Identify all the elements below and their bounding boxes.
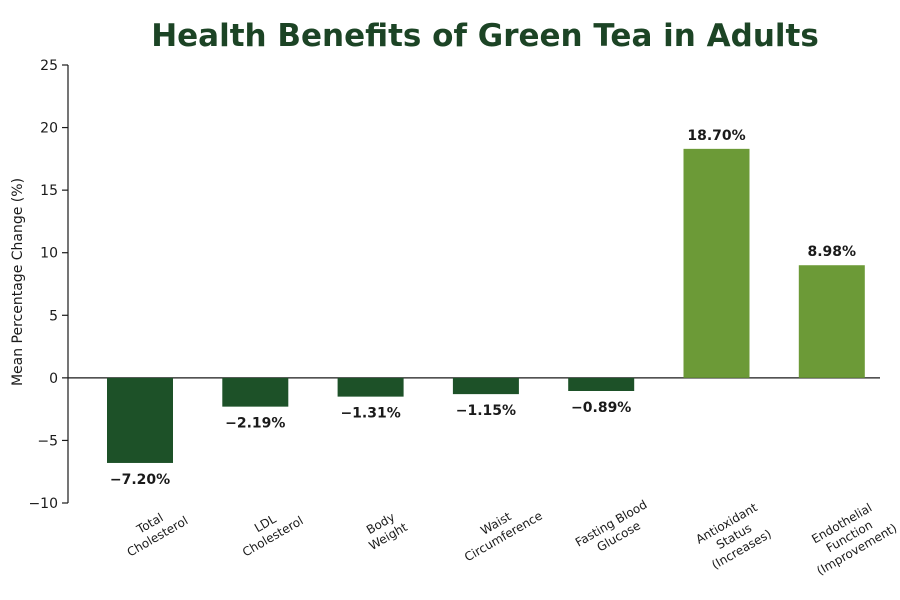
- bar: [568, 377, 635, 391]
- data-label: −7.20%: [110, 472, 170, 488]
- axes: −10 −5 0 5 10 15 20 25: [28, 58, 880, 512]
- category-label-text: BodyWeight: [359, 507, 410, 553]
- y-tick-label: 10: [40, 246, 58, 262]
- category-label-text: Fasting BloodGlucose: [573, 497, 657, 562]
- data-labels: −7.20% −2.19% −1.31% −1.15% −0.89% 18.70% 8.98…: [110, 128, 856, 488]
- category-label-text: LDLCholesterol: [232, 500, 305, 559]
- y-tick-label: 20: [40, 121, 58, 137]
- y-tick-label: 5: [49, 308, 58, 324]
- data-label: 18.70%: [687, 128, 745, 144]
- category-label: AntioxidantStatus(Increases): [693, 500, 775, 573]
- bars: [107, 148, 865, 463]
- category-label-text: WaistCircumference: [454, 496, 544, 565]
- bar: [452, 377, 519, 395]
- bar: [798, 265, 865, 378]
- y-tick-label: 25: [40, 58, 58, 74]
- data-label: −1.31%: [340, 406, 400, 422]
- data-label: −2.19%: [225, 416, 285, 432]
- y-tick-label: −5: [37, 433, 58, 449]
- category-label: LDLCholesterol: [232, 500, 306, 560]
- bar: [337, 377, 404, 397]
- category-label-text: TotalCholesterol: [117, 500, 190, 559]
- bar: [222, 377, 289, 407]
- y-axis-label: Mean Percentage Change (%): [10, 178, 26, 386]
- category-label-text: EndothelialFunction(Improvement): [799, 495, 899, 578]
- category-label: WaistCircumference: [454, 496, 545, 565]
- y-tick-label: 0: [49, 371, 58, 387]
- category-labels: TotalCholesterol LDLCholesterol BodyWeight…: [117, 495, 900, 578]
- data-label: −1.15%: [456, 403, 516, 419]
- data-label: 8.98%: [808, 244, 857, 260]
- category-label: EndothelialFunction(Improvement): [799, 495, 899, 578]
- chart-title: Health Benefits of Green Tea in Adults: [151, 18, 819, 54]
- y-tick-label: −10: [28, 496, 58, 512]
- category-label-text: AntioxidantStatus(Increases): [693, 500, 775, 573]
- category-label: BodyWeight: [359, 507, 410, 553]
- data-label: −0.89%: [571, 400, 631, 416]
- category-label: TotalCholesterol: [117, 500, 191, 559]
- bar: [683, 148, 750, 378]
- bar: [107, 377, 173, 463]
- category-label: Fasting BloodGlucose: [573, 497, 657, 562]
- y-tick-label: 15: [40, 183, 58, 199]
